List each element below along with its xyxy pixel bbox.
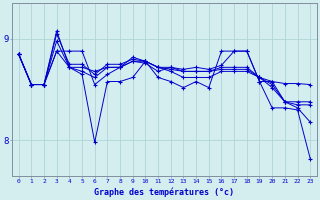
X-axis label: Graphe des températures (°c): Graphe des températures (°c) [94,187,235,197]
